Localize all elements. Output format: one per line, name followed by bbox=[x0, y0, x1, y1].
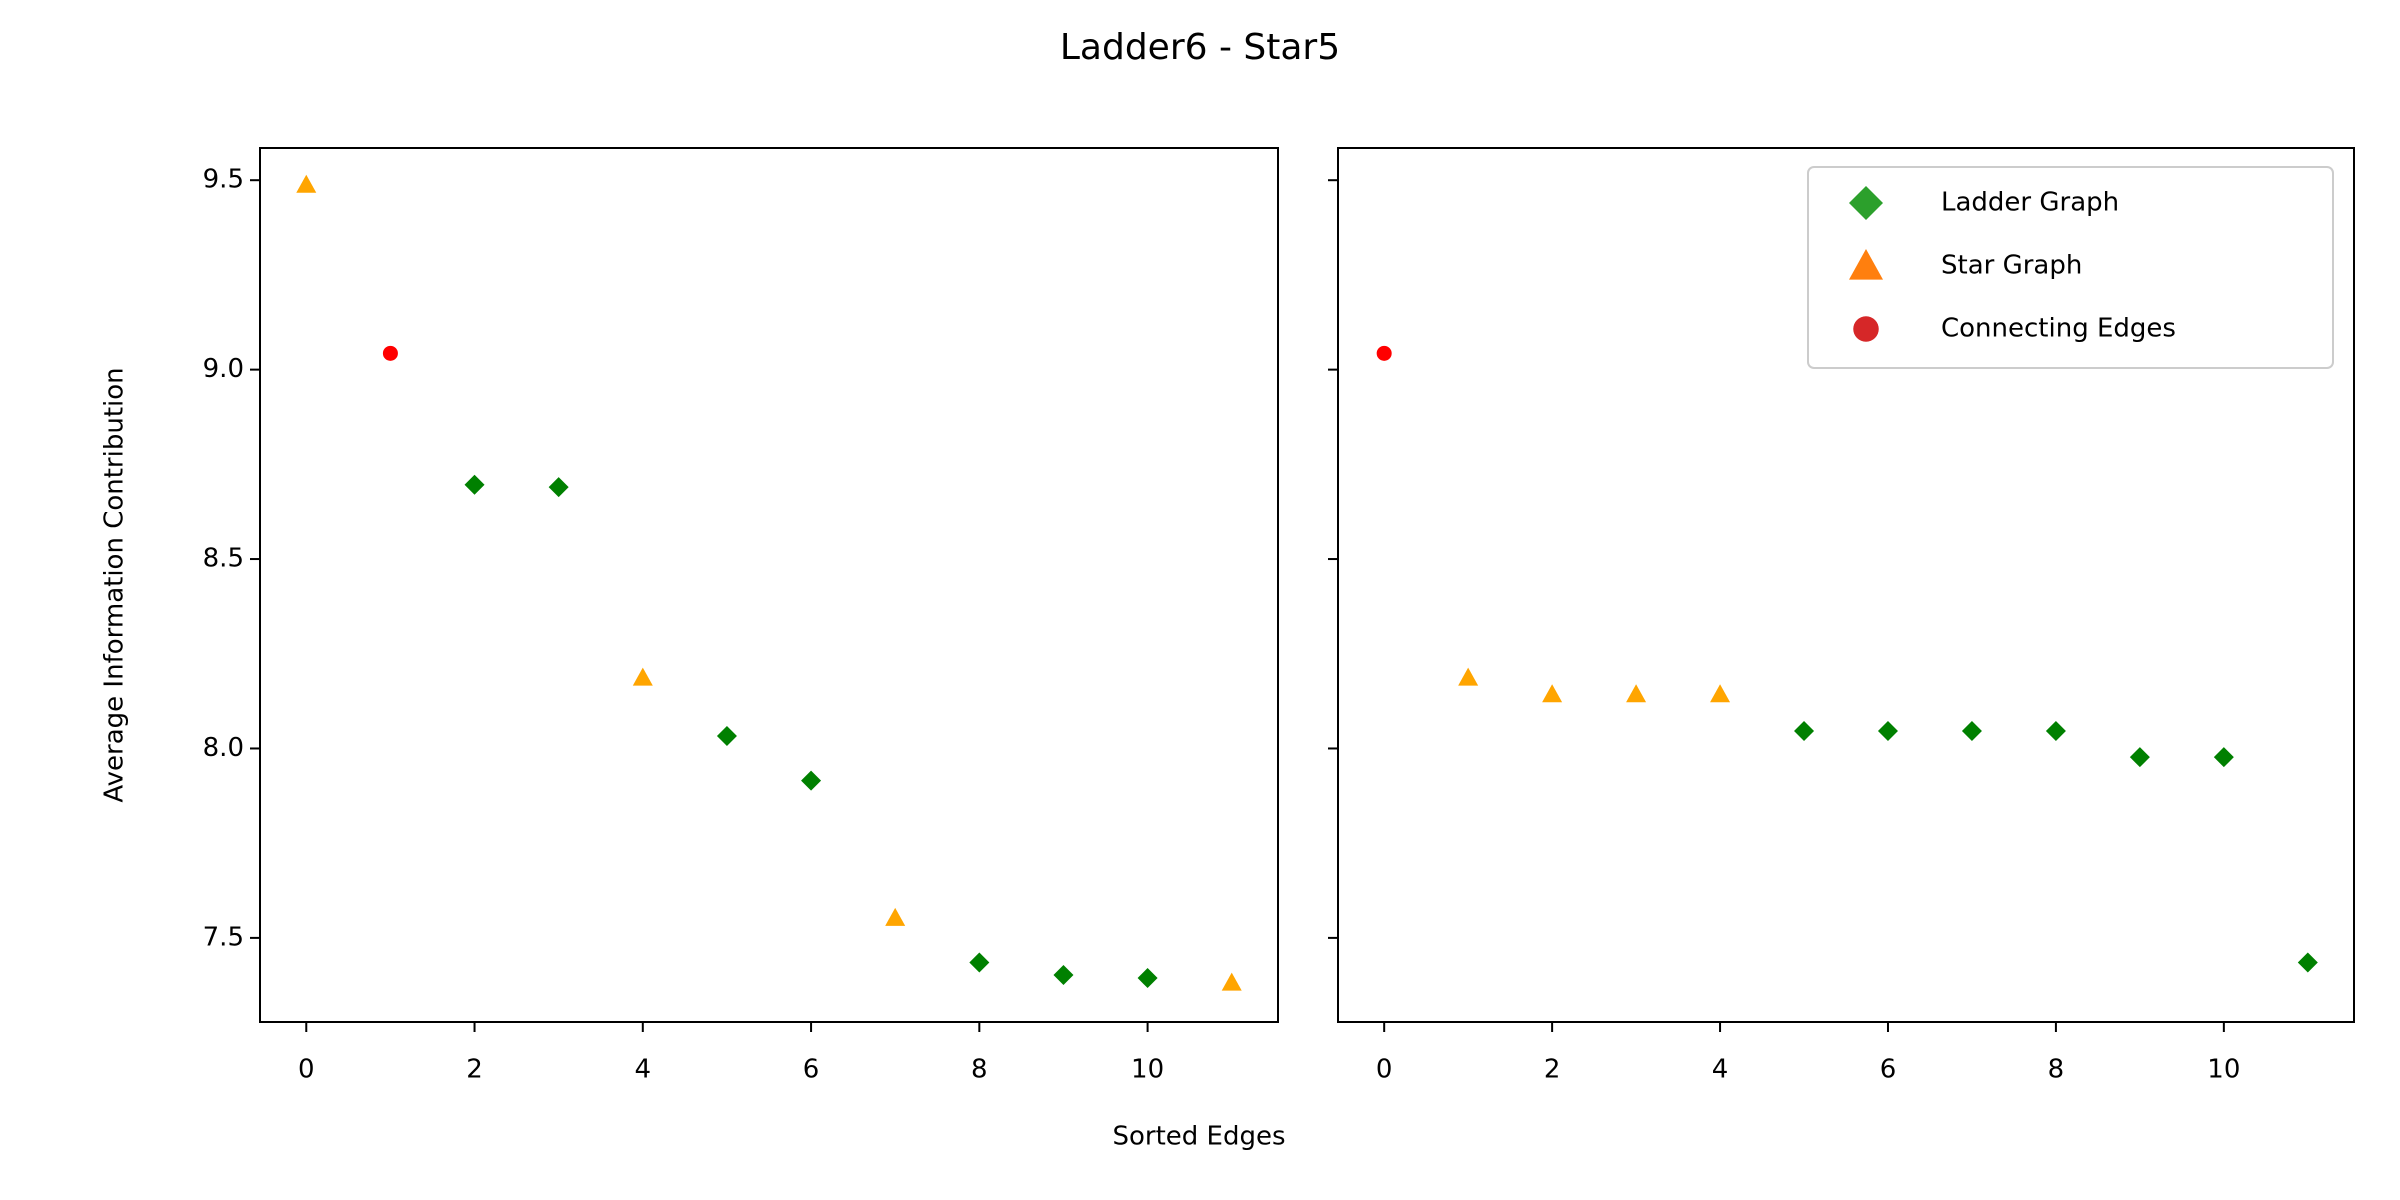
legend-label: Connecting Edges bbox=[1941, 314, 2176, 344]
data-point bbox=[382, 345, 398, 361]
data-point bbox=[296, 174, 317, 193]
data-point bbox=[632, 667, 653, 686]
x-tick-label: 10 bbox=[1131, 1055, 1164, 1085]
chart-title: Ladder6 - Star5 bbox=[1060, 27, 1340, 68]
x-tick-label: 4 bbox=[635, 1055, 652, 1085]
data-point bbox=[716, 725, 737, 746]
plot-frame bbox=[259, 147, 1279, 1023]
legend-label: Star Graph bbox=[1941, 251, 2082, 281]
data-point bbox=[1458, 667, 1479, 686]
legend-box bbox=[1807, 166, 2334, 369]
data-point bbox=[801, 770, 822, 791]
y-tick-label: 8.0 bbox=[203, 733, 244, 763]
data-point bbox=[464, 474, 485, 495]
x-tick-label: 6 bbox=[803, 1055, 820, 1085]
plot-frame bbox=[1337, 147, 2355, 1023]
y-tick-label: 9.5 bbox=[203, 165, 244, 195]
data-point bbox=[1221, 972, 1242, 991]
data-point bbox=[2213, 747, 2234, 768]
legend-marker bbox=[1853, 316, 1879, 342]
data-point bbox=[1376, 345, 1392, 361]
legend-label: Ladder Graph bbox=[1941, 188, 2119, 218]
data-point bbox=[1053, 965, 1074, 986]
data-point bbox=[1137, 968, 1158, 989]
x-tick-label: 10 bbox=[2207, 1055, 2240, 1085]
x-tick-label: 0 bbox=[1376, 1055, 1393, 1085]
x-tick-label: 4 bbox=[1712, 1055, 1729, 1085]
y-axis-label: Average Information Contribution bbox=[100, 367, 130, 802]
legend-marker bbox=[1849, 249, 1883, 280]
x-tick-label: 6 bbox=[1880, 1055, 1897, 1085]
x-tick-label: 2 bbox=[466, 1055, 483, 1085]
data-point bbox=[1626, 684, 1647, 703]
data-point bbox=[1542, 684, 1563, 703]
data-point bbox=[1794, 721, 1815, 742]
y-tick-label: 7.5 bbox=[203, 922, 244, 952]
data-point bbox=[969, 952, 990, 973]
data-point bbox=[2129, 747, 2150, 768]
data-point bbox=[1961, 721, 1982, 742]
x-tick-label: 8 bbox=[971, 1055, 988, 1085]
data-point bbox=[885, 907, 906, 926]
data-point bbox=[2045, 721, 2066, 742]
data-point bbox=[1710, 684, 1731, 703]
data-point bbox=[2297, 952, 2318, 973]
legend-marker bbox=[1849, 186, 1883, 220]
x-axis-label: Sorted Edges bbox=[1112, 1122, 1285, 1152]
x-tick-label: 2 bbox=[1544, 1055, 1561, 1085]
y-tick-label: 9.0 bbox=[203, 354, 244, 384]
data-point bbox=[1877, 721, 1898, 742]
x-tick-label: 0 bbox=[298, 1055, 315, 1085]
x-tick-label: 8 bbox=[2048, 1055, 2065, 1085]
y-tick-label: 8.5 bbox=[203, 544, 244, 574]
data-point bbox=[548, 477, 569, 498]
